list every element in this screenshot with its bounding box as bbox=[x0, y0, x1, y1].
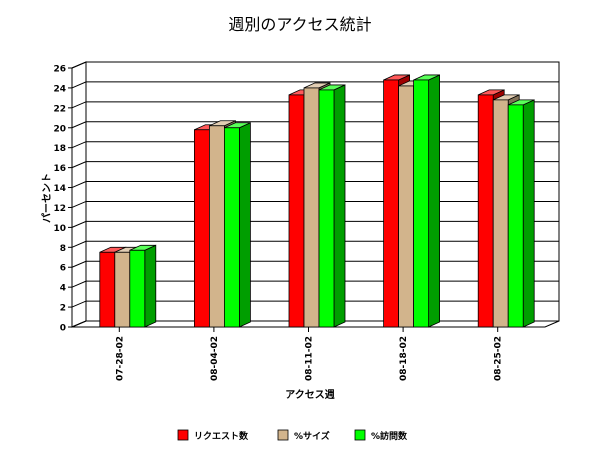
x-tick-label: 08-11-02 bbox=[305, 336, 315, 381]
y-axis-label: パーセント bbox=[41, 173, 53, 223]
bar bbox=[383, 79, 400, 328]
bar bbox=[193, 129, 210, 328]
bar bbox=[318, 89, 335, 328]
bar bbox=[223, 127, 240, 328]
legend: リクエスト数 %サイズ %訪問数 bbox=[177, 429, 408, 442]
side-wall bbox=[71, 61, 87, 328]
y-tick-label: 22 bbox=[53, 104, 66, 114]
bar bbox=[303, 87, 320, 328]
bar bbox=[477, 94, 494, 328]
bar-side bbox=[333, 84, 346, 328]
legend-label: %訪問数 bbox=[371, 430, 408, 442]
legend-swatch bbox=[354, 429, 366, 441]
bar-side bbox=[522, 99, 535, 328]
x-tick-label: 08-18-02 bbox=[399, 336, 409, 381]
legend-label: リクエスト数 bbox=[194, 430, 249, 442]
y-tick-label: 10 bbox=[53, 224, 66, 234]
y-tick-label: 0 bbox=[60, 324, 66, 334]
y-tick-label: 2 bbox=[60, 304, 66, 314]
legend-swatch bbox=[177, 429, 189, 441]
y-tick-label: 24 bbox=[53, 84, 66, 94]
bar bbox=[288, 94, 305, 328]
bar bbox=[114, 251, 131, 328]
legend-label: %サイズ bbox=[294, 430, 330, 442]
bar bbox=[413, 79, 430, 328]
bar bbox=[507, 104, 524, 328]
x-tick-label: 08-04-02 bbox=[210, 336, 220, 381]
bar bbox=[99, 251, 116, 328]
x-axis-label: アクセス週 bbox=[285, 389, 335, 401]
bar bbox=[208, 125, 225, 328]
chart-title: 週別のアクセス統計 bbox=[228, 15, 371, 34]
y-tick-label: 8 bbox=[60, 244, 66, 254]
y-tick-label: 26 bbox=[53, 65, 66, 75]
legend-swatch bbox=[277, 429, 289, 441]
y-tick-label: 6 bbox=[60, 264, 66, 274]
bar bbox=[129, 249, 146, 328]
bar bbox=[398, 85, 415, 328]
bar-side bbox=[144, 244, 157, 328]
y-tick-label: 16 bbox=[53, 164, 66, 174]
bar-side bbox=[428, 74, 441, 328]
y-tick-label: 18 bbox=[53, 144, 66, 154]
y-tick-label: 4 bbox=[60, 284, 66, 294]
bar bbox=[492, 99, 509, 328]
gridline bbox=[71, 61, 559, 69]
bar-side bbox=[238, 122, 251, 328]
x-tick-label: 08-25-02 bbox=[494, 336, 504, 381]
y-tick-label: 12 bbox=[53, 204, 66, 214]
x-tick-label: 07-28-02 bbox=[115, 336, 125, 381]
y-tick-label: 14 bbox=[53, 184, 66, 194]
y-tick-label: 20 bbox=[53, 124, 66, 134]
